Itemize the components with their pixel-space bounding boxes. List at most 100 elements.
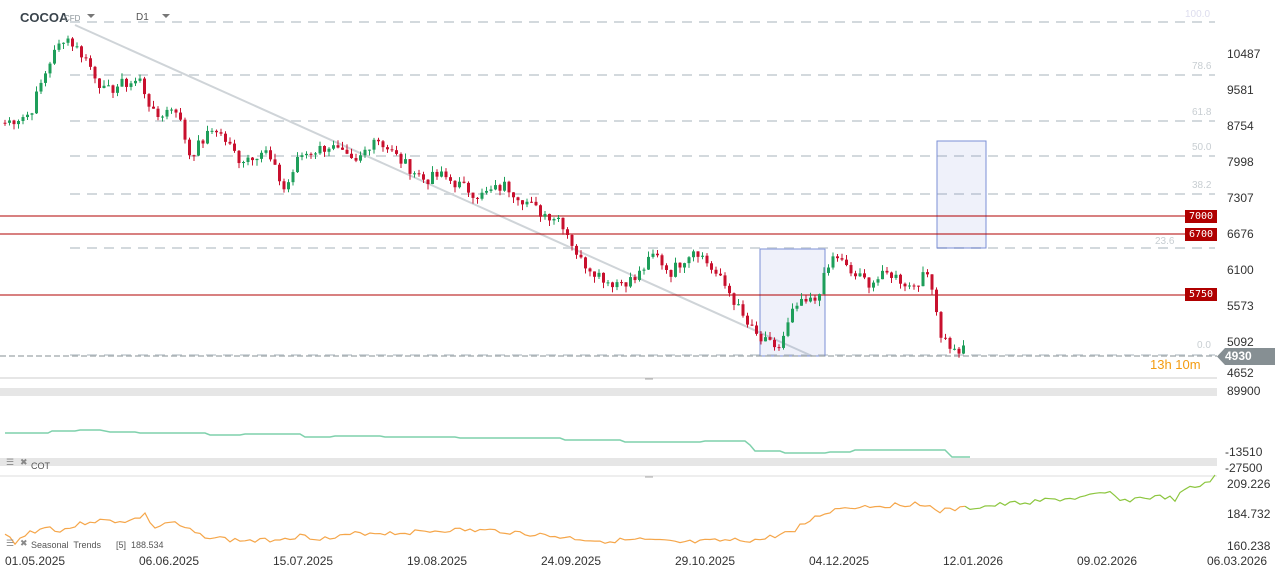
candle [201,140,205,144]
candle [728,285,731,294]
candle [813,297,817,301]
candle [386,147,389,150]
candle-countdown: 13h 10m [1150,357,1201,372]
price-tick: 6676 [1227,227,1254,241]
candle [741,304,745,316]
level-label-6700[interactable]: 6700 [1185,228,1217,241]
candle [606,282,610,284]
cot-settings-icon[interactable]: ☰ [6,457,15,467]
candle [696,251,700,257]
candle [449,177,452,181]
candle [665,265,668,270]
candle [170,109,173,111]
date-tick: 24.09.2025 [541,554,602,568]
candle [138,78,142,81]
candle [516,197,520,201]
candle [683,263,686,268]
candle [404,159,407,164]
candle [399,153,403,164]
candle [354,158,358,161]
candle [890,272,893,278]
candle [660,255,664,266]
candle [255,158,259,161]
candle [701,255,704,257]
zone-box-2[interactable] [936,140,987,249]
candle [3,122,7,124]
candle [215,130,218,133]
date-tick: 06.03.2026 [1207,554,1268,568]
cot-close-icon[interactable]: ✖ [20,457,28,467]
seasonal-value: 188.534 [131,540,164,550]
candle [678,262,682,268]
candle [773,339,776,348]
candle [57,43,61,50]
candle [768,337,772,340]
candle [737,304,740,306]
fib-label-23: 23.6 [1155,236,1175,247]
candle [35,91,38,114]
timeframe-selector[interactable]: D1 [136,12,149,23]
candlesticks [3,35,965,358]
candle [611,282,614,288]
candle [336,145,340,148]
candle [480,192,484,199]
candle [431,171,434,185]
seasonal-close-icon[interactable]: ✖ [20,538,28,548]
candle [260,152,263,159]
candle [566,229,569,236]
pane-separator[interactable] [0,458,1217,466]
price-tick: 10487 [1227,47,1261,61]
level-label-7000[interactable]: 7000 [1185,210,1217,223]
candle [750,324,754,326]
candle [408,159,412,174]
candle [836,256,839,259]
candle [579,254,583,258]
fib-label-61: 61.8 [1192,107,1212,118]
candle [867,277,871,288]
candle [332,145,335,149]
candle [390,149,394,151]
candle [854,273,857,277]
level-label-5750[interactable]: 5750 [1185,288,1217,301]
trend-line[interactable] [74,24,813,357]
candle [147,94,151,107]
candle [179,112,182,120]
cot-label: COT [31,461,50,471]
candle [48,63,52,74]
candle [575,245,578,255]
candle [714,269,718,274]
candle [372,139,376,150]
candle [782,335,785,348]
candle [435,171,439,177]
candle [534,201,538,206]
symbol-name[interactable]: COCOA [20,10,69,25]
instrument-type: CFD [64,14,81,23]
candle [21,117,25,121]
seasonal-line-future [964,474,1216,511]
candle [755,325,758,334]
candle [570,235,574,246]
candle [881,270,884,280]
candle [359,155,362,161]
symbol-dropdown-icon[interactable] [87,14,95,18]
candle [98,78,101,88]
fibonacci-retracement[interactable] [70,21,1215,356]
price-tick: 5092 [1227,335,1254,349]
candle [26,114,29,118]
candle [395,150,398,154]
candle [795,305,799,309]
candle [917,285,920,287]
candle [764,337,767,342]
pane-separator[interactable] [0,388,1217,396]
candle [273,159,277,165]
candle [872,282,875,288]
timeframe-dropdown-icon[interactable] [162,14,170,18]
seasonal-settings-icon[interactable]: ☰ [6,538,15,548]
price-tick: 9581 [1227,83,1254,97]
candle [314,153,317,155]
candle [111,85,115,93]
candle [224,133,227,142]
candle [269,150,272,160]
fib-label-50: 50.0 [1192,142,1212,153]
